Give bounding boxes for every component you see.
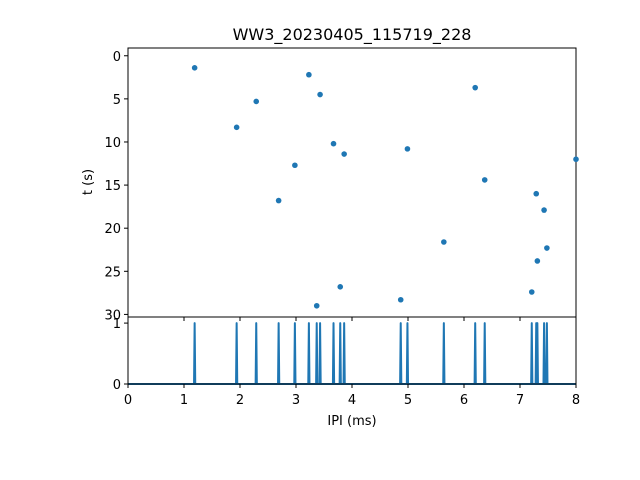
scatter-point xyxy=(306,71,312,78)
scatter-y-tick-label: 20 xyxy=(104,222,121,237)
ipi-x-tick-label: 3 xyxy=(292,393,300,408)
ipi-x-tick-label: 7 xyxy=(516,393,524,408)
scatter-y-ticks: 0 5 10 15 20 25 30 xyxy=(104,50,577,323)
scatter-point xyxy=(472,84,479,91)
ipi-y-tick-label: 0 xyxy=(113,378,121,393)
scatter-point xyxy=(528,289,535,295)
scatter-point xyxy=(341,151,347,157)
scatter-y-tick-label: 5 xyxy=(113,93,121,108)
scatter-point xyxy=(292,162,298,169)
ipi-trace xyxy=(128,322,576,385)
scatter-point xyxy=(313,302,320,309)
ipi-x-tick-label: 6 xyxy=(460,393,468,408)
scatter-point xyxy=(253,98,260,105)
scatter-point xyxy=(275,197,282,204)
ipi-x-ticks: 0 1 2 3 4 5 6 7 8 xyxy=(124,384,580,408)
scatter-y-tick-label: 10 xyxy=(104,136,121,151)
scatter-points xyxy=(191,65,579,309)
ipi-y-tick-label: 1 xyxy=(113,317,121,332)
scatter-y-tick-label: 0 xyxy=(113,50,121,65)
ipi-y-ticks: 01 xyxy=(113,317,128,393)
chart-title: WW3_20230405_115719_228 xyxy=(233,25,472,45)
scatter-point xyxy=(337,284,344,290)
scatter-point xyxy=(397,296,404,303)
ipi-x-tick-label: 2 xyxy=(236,393,244,408)
scatter-y-axis-label: t (s) xyxy=(81,169,96,195)
scatter-y-tick-label: 30 xyxy=(104,308,121,323)
scatter-point xyxy=(441,239,447,245)
ipi-x-tick-label: 5 xyxy=(404,393,412,408)
scatter-y-tick-label: 15 xyxy=(104,179,121,194)
scatter-point xyxy=(573,156,579,163)
ipi-x-tick-label: 8 xyxy=(572,393,580,408)
scatter-y-tick-label: 25 xyxy=(104,265,121,280)
scatter-point xyxy=(544,245,550,251)
ipi-x-tick-label: 1 xyxy=(180,393,188,408)
ipi-x-tick-label: 4 xyxy=(348,393,356,408)
ipi-x-axis-label: IPI (ms) xyxy=(327,414,376,429)
scatter-point xyxy=(533,190,540,197)
scatter-point xyxy=(481,177,488,183)
scatter-point xyxy=(534,258,541,264)
scatter-point xyxy=(330,140,337,147)
ipi-series-line xyxy=(128,322,576,385)
ipi-x-tick-label: 0 xyxy=(124,393,132,408)
scatter-point xyxy=(191,65,198,71)
scatter-point xyxy=(317,91,323,98)
scatter-point xyxy=(541,207,547,213)
scatter-point xyxy=(233,124,240,131)
scatter-point xyxy=(404,146,411,152)
